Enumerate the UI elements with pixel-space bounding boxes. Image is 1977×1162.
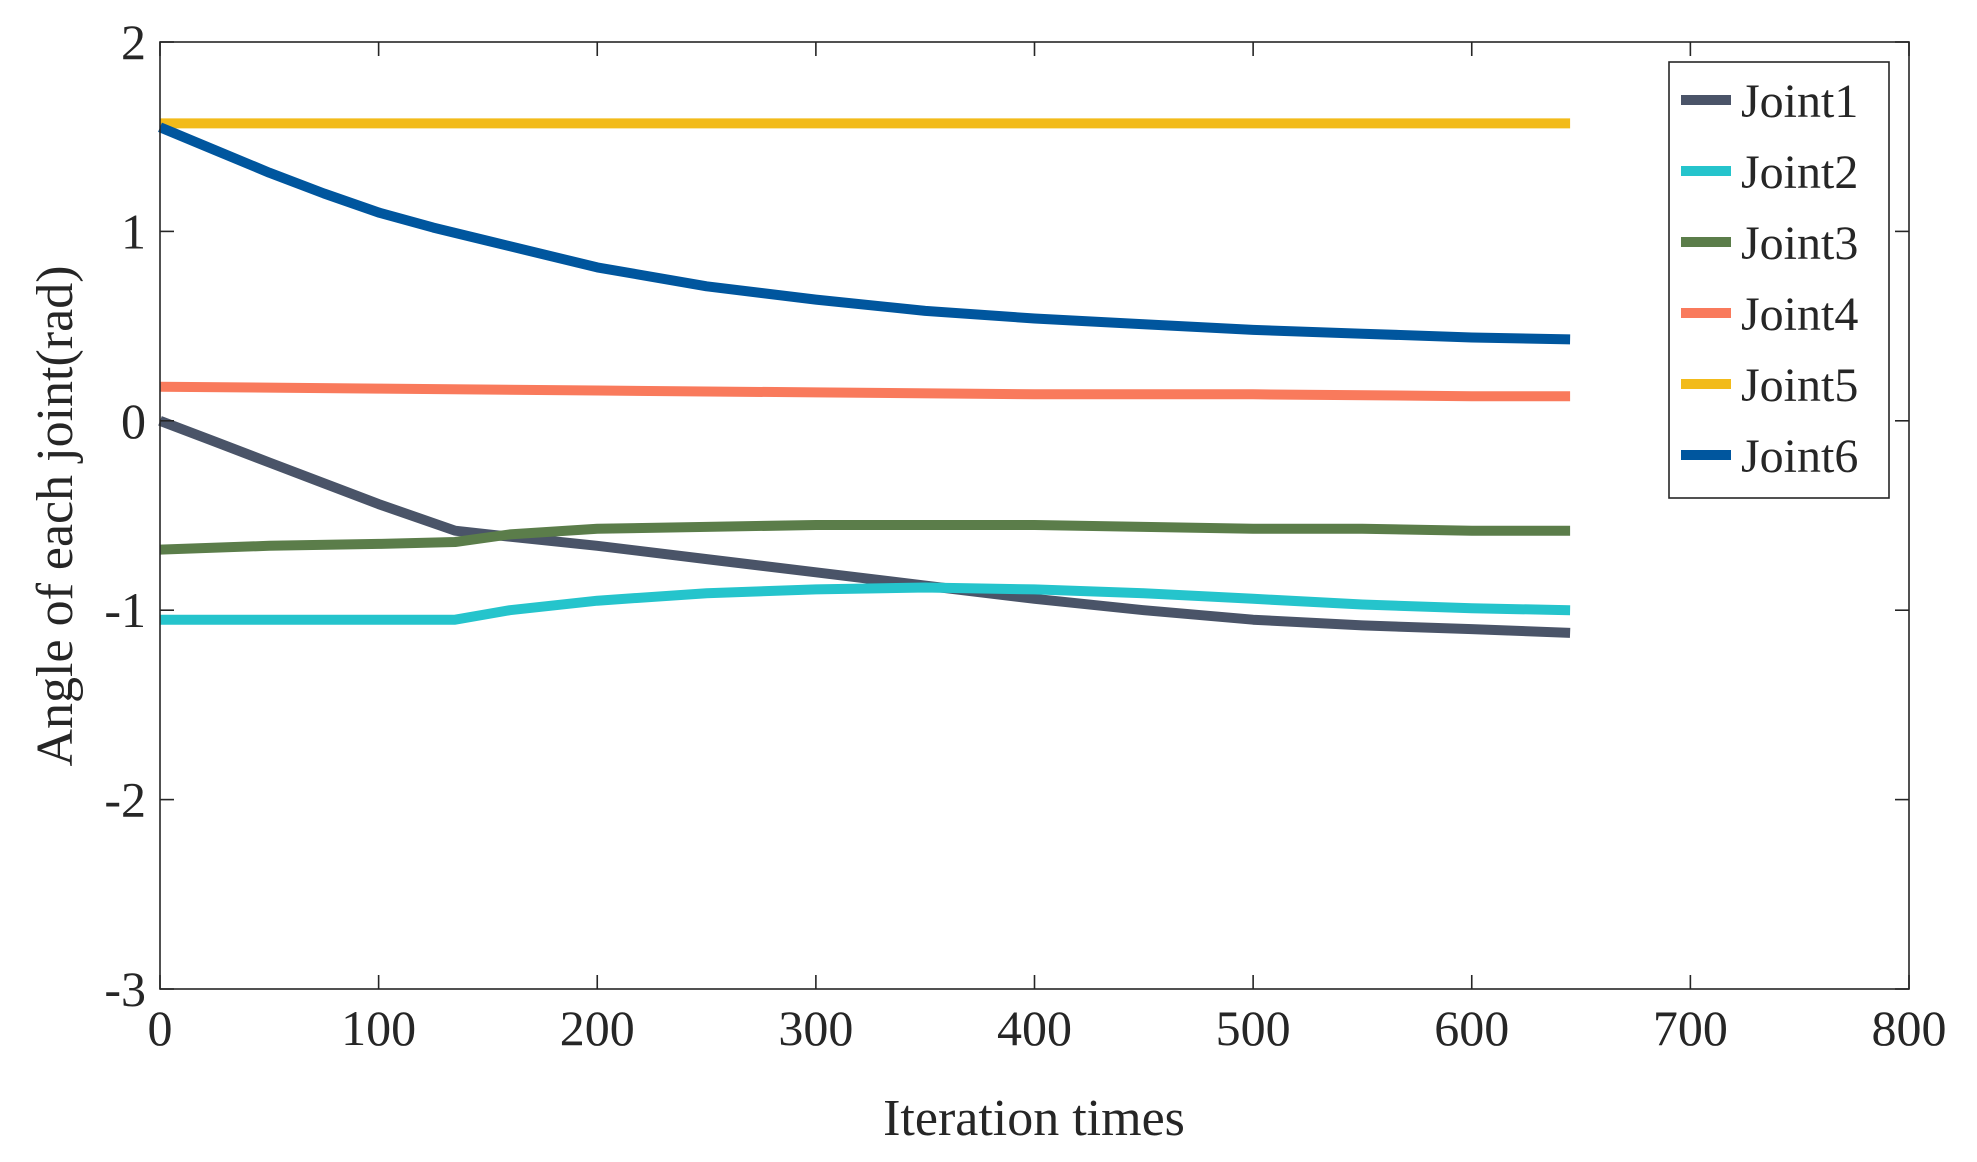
series-line-joint1 (158, 416, 1571, 638)
legend-label-joint5: Joint5 (1741, 359, 1858, 412)
series-line-joint3 (159, 520, 1571, 555)
legend-label-joint6: Joint6 (1741, 430, 1858, 483)
legend-label-joint2: Joint2 (1741, 146, 1858, 199)
tick-labels-layer: 0 100 200 300 400 500 600 700 800 -3 -2 -1 0 1 2 (104, 14, 1946, 1056)
legend-box (1668, 61, 1890, 499)
x-tick-label: 200 (560, 1000, 635, 1056)
y-tick-label: 0 (121, 393, 146, 449)
x-tick-label: 100 (341, 1000, 416, 1056)
legend-label-joint1: Joint1 (1741, 75, 1858, 128)
legend-items: Joint1 Joint2 Joint3 Joint4 Joint5 Joint6 (1681, 75, 1858, 483)
series-layer (158, 118, 1571, 638)
legend-label-joint3: Joint3 (1741, 217, 1858, 270)
x-tick-label: 500 (1216, 1000, 1291, 1056)
plot-background (160, 42, 1909, 989)
x-axis-title: Iteration times (883, 1090, 1185, 1147)
x-tick-label: 800 (1872, 1000, 1947, 1056)
y-axis-title: Angle of each joint(rad) (27, 265, 84, 766)
y-tick-label: -2 (104, 772, 146, 828)
series-line-joint6 (158, 122, 1571, 345)
series-line-joint2 (160, 582, 1571, 625)
legend: Joint1 Joint2 Joint3 Joint4 Joint5 Joint6 (1668, 61, 1890, 499)
y-tick-label: -1 (104, 582, 146, 638)
legend-label-joint4: Joint4 (1741, 288, 1858, 341)
x-tick-label: 0 (148, 1000, 173, 1056)
x-tick-label: 700 (1653, 1000, 1728, 1056)
x-tick-label: 400 (997, 1000, 1072, 1056)
y-tick-label: 1 (121, 203, 146, 259)
y-tick-label: 2 (121, 14, 146, 70)
series-line-joint4 (159, 381, 1571, 402)
x-tick-label: 600 (1434, 1000, 1509, 1056)
x-tick-label: 300 (778, 1000, 853, 1056)
ticks-layer (159, 41, 1910, 990)
y-tick-label: -3 (104, 961, 146, 1017)
